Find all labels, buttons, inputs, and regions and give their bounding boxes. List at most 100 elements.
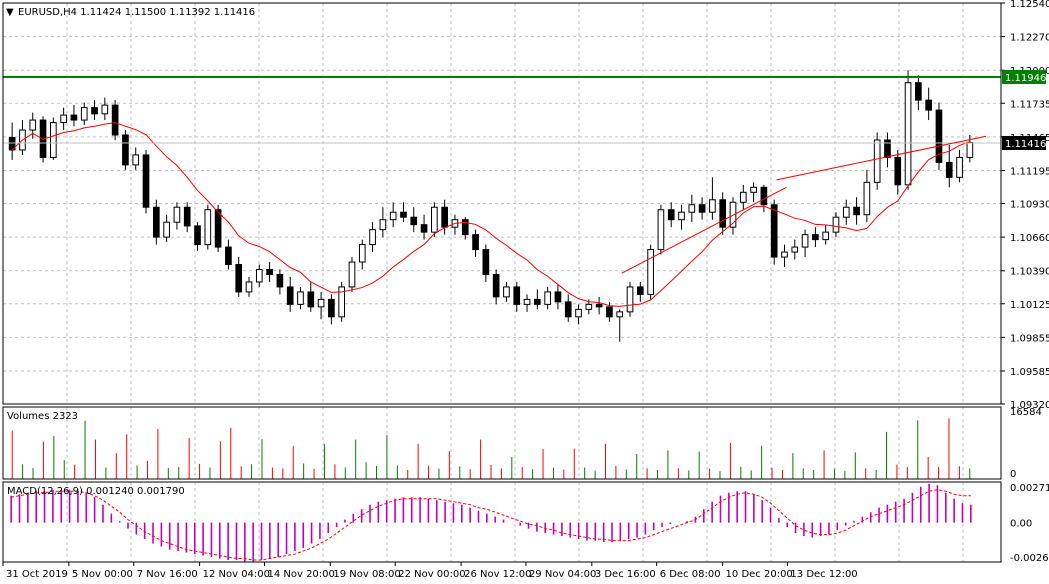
candle[interactable] [925, 87, 932, 121]
candle[interactable] [842, 199, 850, 225]
candle[interactable] [503, 281, 510, 302]
candle[interactable] [183, 202, 191, 233]
candle[interactable] [70, 105, 78, 127]
candle[interactable] [431, 202, 438, 238]
candle-body [667, 209, 675, 221]
candle[interactable] [739, 184, 747, 210]
time-tick-label: 5 Nov 00:00 [72, 569, 133, 580]
candle[interactable] [935, 102, 943, 170]
candle[interactable] [678, 204, 685, 230]
candle[interactable] [626, 281, 634, 317]
candle[interactable] [575, 304, 582, 325]
candle[interactable] [111, 100, 119, 140]
candle[interactable] [389, 202, 397, 228]
candle[interactable] [101, 97, 109, 121]
candle[interactable] [781, 244, 788, 268]
candle-body [152, 206, 160, 238]
candle[interactable] [245, 276, 253, 297]
candle[interactable] [595, 296, 603, 315]
candle[interactable] [369, 222, 376, 253]
candle[interactable] [667, 202, 675, 228]
candle[interactable] [534, 289, 541, 310]
candle[interactable] [719, 192, 727, 235]
candle[interactable] [750, 182, 757, 203]
candle[interactable] [945, 144, 953, 188]
candle[interactable] [884, 132, 891, 168]
candle[interactable] [564, 294, 572, 322]
candle[interactable] [307, 281, 315, 312]
candle[interactable] [472, 229, 479, 258]
candle[interactable] [225, 239, 232, 270]
candle[interactable] [152, 199, 160, 245]
candle[interactable] [379, 207, 387, 238]
candle[interactable] [853, 197, 860, 225]
candle-body [70, 114, 78, 121]
candle[interactable] [544, 286, 551, 310]
candle[interactable] [822, 224, 830, 245]
candle[interactable] [348, 257, 356, 292]
triangle-down-icon[interactable]: ▼ [6, 7, 14, 18]
candle[interactable] [91, 100, 98, 121]
candle-body [770, 204, 778, 258]
candle[interactable] [770, 199, 778, 265]
candle[interactable] [812, 227, 819, 248]
candle[interactable] [276, 269, 284, 295]
candle[interactable] [657, 204, 665, 255]
candle-body [286, 286, 294, 305]
candle-body [647, 249, 654, 295]
time-tick-label: 13 Dec 12:00 [790, 569, 857, 580]
candle[interactable] [132, 147, 140, 170]
candle[interactable] [317, 291, 325, 320]
candle[interactable] [60, 107, 67, 131]
candle[interactable] [461, 217, 469, 240]
candle[interactable] [904, 70, 912, 190]
time-tick-label: 31 Oct 2019 [6, 569, 68, 580]
candle[interactable] [410, 207, 418, 233]
candle[interactable] [698, 197, 706, 220]
candle[interactable] [29, 112, 37, 139]
candle[interactable] [328, 294, 335, 325]
candle[interactable] [894, 149, 902, 195]
candle-body [884, 139, 891, 158]
candle[interactable] [709, 177, 716, 220]
candle[interactable] [513, 281, 521, 312]
candle[interactable] [636, 281, 644, 302]
candle[interactable] [616, 309, 624, 342]
candle[interactable] [688, 194, 696, 223]
candle[interactable] [173, 202, 181, 230]
candle[interactable] [338, 281, 346, 322]
candle-body [575, 308, 582, 318]
candle[interactable] [358, 239, 366, 270]
candle[interactable] [482, 244, 490, 282]
trend-line [776, 135, 987, 181]
candle[interactable] [523, 294, 531, 312]
candle[interactable] [142, 149, 150, 214]
candle[interactable] [255, 264, 263, 287]
candle[interactable] [554, 284, 562, 310]
candle[interactable] [163, 214, 170, 243]
candle[interactable] [863, 169, 871, 223]
candle[interactable] [791, 239, 799, 260]
candle[interactable] [204, 204, 212, 250]
candle[interactable] [266, 262, 273, 282]
candle[interactable] [647, 244, 654, 300]
candle[interactable] [297, 286, 304, 310]
candle[interactable] [400, 202, 407, 223]
price-tick-label: 1.10930 [1010, 200, 1049, 211]
candle[interactable] [235, 257, 243, 297]
candle[interactable] [801, 229, 809, 258]
candle[interactable] [194, 222, 201, 251]
candle[interactable] [915, 75, 922, 111]
candle[interactable] [80, 102, 88, 126]
candle[interactable] [50, 117, 57, 160]
candle[interactable] [492, 269, 500, 305]
candle[interactable] [832, 212, 840, 238]
candle[interactable] [122, 130, 129, 170]
candle[interactable] [873, 132, 881, 190]
candle[interactable] [286, 276, 294, 312]
candle[interactable] [420, 214, 428, 240]
candle[interactable] [956, 149, 963, 183]
candle-body [441, 206, 448, 228]
price-tick-label: 1.09855 [1010, 333, 1049, 344]
